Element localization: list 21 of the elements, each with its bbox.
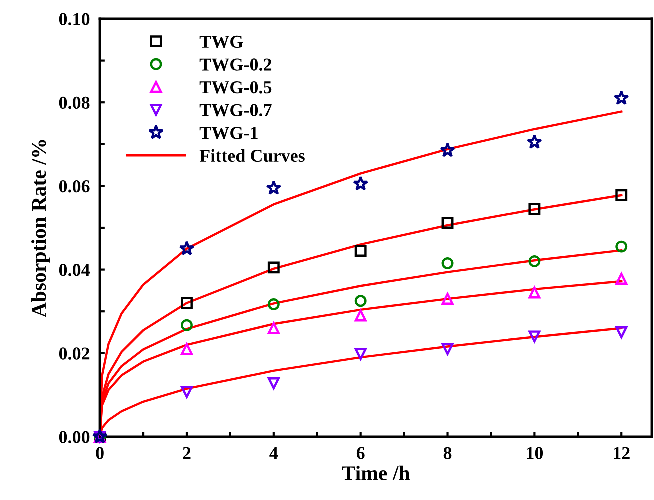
x-tick-label: 0 [96,447,104,460]
legend-label: TWG-1 [200,127,258,140]
y-tick-label: 0.06 [59,180,90,193]
x-tick-label: 10 [527,447,544,460]
x-tick-label: 6 [356,447,365,460]
y-tick-label: 0.08 [59,96,90,110]
legend-label: TWG-0.7 [200,104,272,117]
x-tick-label: 12 [614,447,630,460]
legend-label: TWG [200,36,244,48]
y-tick-label: 0.04 [59,264,90,276]
x-tick-label: 2 [183,447,191,460]
legend-label: Fitted Curves [200,149,305,162]
y-tick-label: 0.10 [59,13,90,26]
y-tick-label: 0.00 [59,431,90,444]
legend-label: TWG-0.5 [200,81,272,94]
y-axis-title: Absorption Rate /% [32,140,50,318]
x-tick-label: 4 [270,447,278,460]
legend-label: TWG-0.2 [200,58,272,71]
y-tick-label: 0.02 [59,348,90,360]
x-tick-label: 8 [444,447,452,460]
x-axis-title: Time /h [342,466,410,481]
